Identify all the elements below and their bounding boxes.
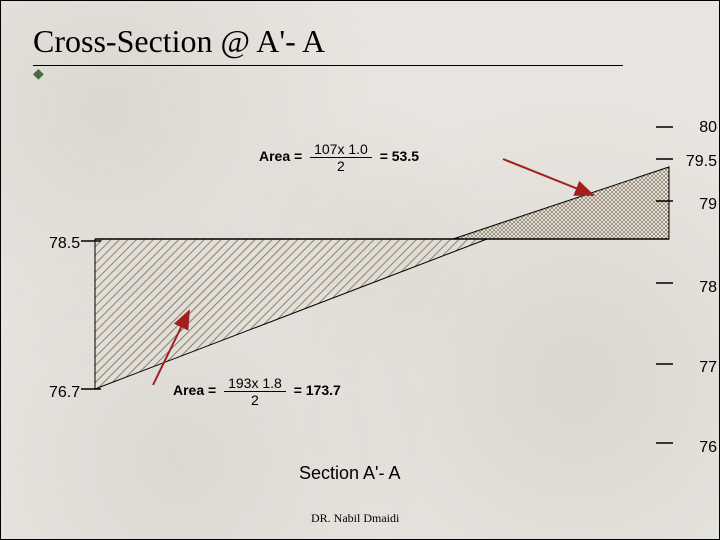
scale-79-5: 79.5 — [677, 153, 717, 171]
numerator: 107x 1.0 — [310, 141, 372, 158]
area-label: Area = — [259, 148, 302, 164]
scale-78: 78 — [677, 279, 717, 297]
result: = 173.7 — [294, 382, 341, 398]
fill-area-triangle — [453, 167, 669, 239]
cross-section-diagram — [1, 1, 720, 540]
scale-78-5: 78.5 — [49, 235, 89, 253]
area-formula-top: Area = 107x 1.0 2 = 53.5 — [259, 141, 419, 174]
area-formula-bottom: Area = 193x 1.8 2 = 173.7 — [173, 375, 341, 408]
scale-79: 79 — [677, 196, 717, 214]
section-caption: Section A'- A — [299, 463, 401, 484]
result: = 53.5 — [380, 148, 419, 164]
footer-author: DR. Nabil Dmaidi — [311, 511, 399, 526]
cut-area-triangle — [95, 239, 487, 389]
fraction: 193x 1.8 2 — [224, 375, 286, 408]
scale-77: 77 — [677, 359, 717, 377]
slide: Cross-Section @ A'- A ◆ — [0, 0, 720, 540]
area-label: Area = — [173, 382, 216, 398]
scale-80: 80 — [677, 119, 717, 137]
scale-76: 76 — [677, 439, 717, 457]
denominator: 2 — [224, 392, 286, 408]
scale-76-7: 76.7 — [49, 384, 89, 402]
fraction: 107x 1.0 2 — [310, 141, 372, 174]
denominator: 2 — [310, 158, 372, 174]
leader-upper — [503, 159, 593, 195]
numerator: 193x 1.8 — [224, 375, 286, 392]
